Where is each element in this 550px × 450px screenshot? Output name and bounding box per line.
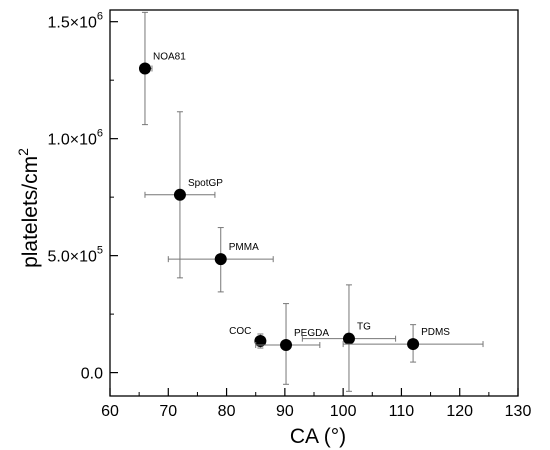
- point-label: COC: [229, 326, 251, 337]
- point-marker: [280, 339, 293, 352]
- y-tick-label: 5.0×105: [47, 245, 103, 266]
- x-tick-label: 110: [389, 403, 415, 420]
- point-label: PMMA: [229, 242, 259, 253]
- y-axis-label-text: platelets/cm: [19, 156, 42, 268]
- point-label: PEGDA: [294, 328, 329, 339]
- y-tick-label: 1.0×106: [47, 128, 103, 149]
- x-tick-label: 130: [505, 403, 532, 420]
- point-marker: [214, 253, 227, 266]
- x-tick-label: 70: [159, 403, 177, 420]
- point-label: PDMS: [421, 327, 450, 338]
- data-point-pmma: PMMA: [167, 227, 274, 293]
- y-axis: 0.0 5.0×105 1.0×106 1.5×106: [47, 11, 118, 383]
- y-axis-label-sup: 2: [15, 148, 31, 156]
- x-axis-label: CA (°): [290, 425, 346, 448]
- point-label: NOA81: [153, 51, 186, 62]
- point-marker: [138, 62, 151, 75]
- y-tick-label: 1.5×106: [47, 11, 103, 32]
- point-marker: [254, 335, 267, 348]
- data-points: NOA81 SpotGP PMMA COC PEGDA TG PDMS: [138, 11, 484, 392]
- point-marker: [342, 332, 355, 345]
- x-tick-label: 80: [218, 403, 236, 420]
- data-point-pegda: PEGDA: [255, 303, 329, 385]
- point-label: SpotGP: [188, 178, 223, 189]
- x-tick-label: 100: [330, 403, 357, 420]
- point-label: TG: [357, 322, 371, 333]
- point-marker: [407, 338, 420, 351]
- y-axis-label: platelets/cm2: [15, 148, 42, 268]
- x-tick-label: 60: [101, 403, 119, 420]
- x-tick-label: 120: [446, 403, 473, 420]
- data-point-pdms: PDMS: [342, 324, 484, 363]
- data-point-tg: TG: [301, 284, 397, 392]
- point-marker: [173, 188, 186, 201]
- x-axis: 60 70 80 90 100 110 120 130: [101, 388, 531, 420]
- data-point-noa81: NOA81: [138, 11, 186, 126]
- data-point-coc: COC: [229, 326, 267, 349]
- y-tick-label: 0.0: [81, 366, 103, 383]
- data-point-spotgp: SpotGP: [144, 111, 223, 279]
- x-tick-label: 90: [276, 403, 294, 420]
